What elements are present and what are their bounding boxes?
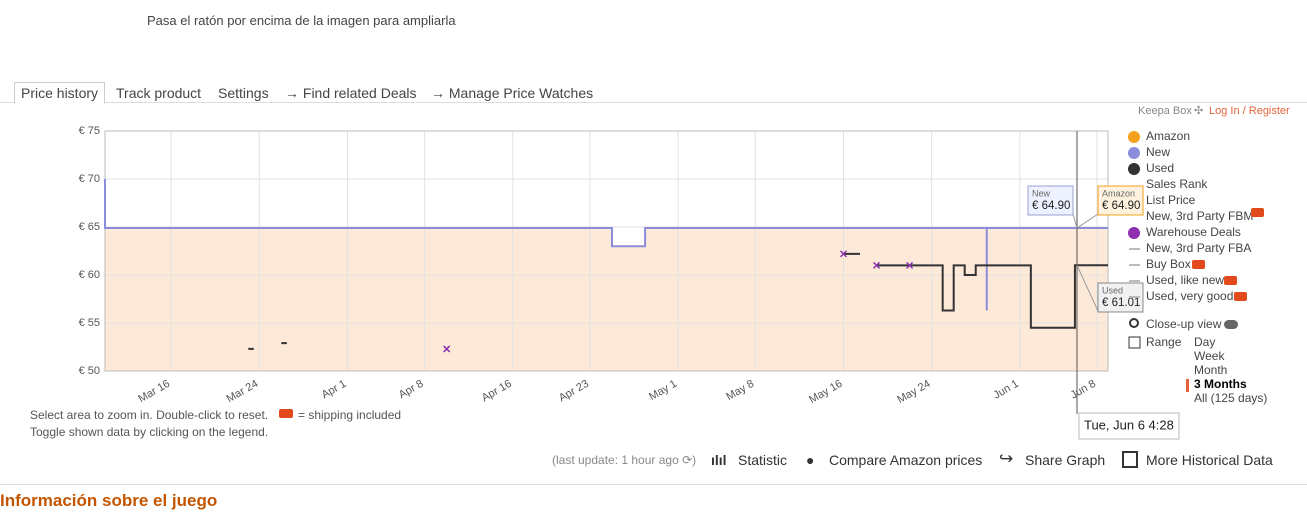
legend-label: Warehouse Deals xyxy=(1146,225,1241,239)
y-tick-label: € 75 xyxy=(79,125,100,137)
legend-dot xyxy=(1128,131,1140,143)
divider xyxy=(0,484,1307,485)
legend-label: Used, very good xyxy=(1146,289,1233,303)
x-tick-label: May 16 xyxy=(807,378,844,406)
x-tick-label: Apr 16 xyxy=(480,378,514,405)
x-tick-label: May 1 xyxy=(647,378,679,403)
y-tick-label: € 50 xyxy=(79,365,100,377)
y-tick-label: € 60 xyxy=(79,269,100,281)
legend-label: Used xyxy=(1146,161,1174,175)
section-title: Información sobre el juego xyxy=(0,491,218,510)
footer-link[interactable]: Compare Amazon prices xyxy=(829,452,983,468)
footer-link[interactable]: Share Graph xyxy=(1025,452,1106,468)
tab[interactable]: → Find related Deals xyxy=(285,85,417,101)
x-tick-label: Jun 8 xyxy=(1069,378,1098,402)
point xyxy=(906,261,914,269)
cursor-box xyxy=(1078,412,1180,440)
icon: ılıl xyxy=(711,452,727,468)
legend-label: Amazon xyxy=(1146,129,1190,143)
range-option[interactable]: Month xyxy=(1194,363,1227,377)
truck-icon xyxy=(1234,292,1247,301)
control-label: Range xyxy=(1146,335,1182,349)
note: Toggle shown data by clicking on the leg… xyxy=(30,425,269,439)
last-update-end: ) xyxy=(692,453,697,467)
icon: ● xyxy=(806,452,815,468)
x-tick-label: May 24 xyxy=(895,378,932,406)
tooltip-value: € 64.90 xyxy=(1102,200,1140,212)
plot-border xyxy=(104,130,1109,372)
last-update: (last update: 1 hour ago ⟳) xyxy=(552,453,697,467)
tab-divider xyxy=(0,102,1307,103)
footer-link[interactable]: More Historical Data xyxy=(1146,452,1273,468)
legend-label: List Price xyxy=(1146,193,1196,207)
icon: ✣ xyxy=(1194,105,1204,117)
point xyxy=(443,345,451,353)
last-update-text: (last update: 1 hour ago xyxy=(552,453,679,467)
tab[interactable]: → Manage Price Watches xyxy=(431,85,594,101)
note: = shipping included xyxy=(298,408,402,422)
tab[interactable]: Track product xyxy=(116,85,202,101)
point xyxy=(839,250,848,258)
truck-icon xyxy=(1192,260,1205,269)
hint: Pasa el ratón por encima de la imagen pa… xyxy=(147,13,456,28)
icon xyxy=(1129,318,1139,328)
legend-label: New, 3rd Party FBA xyxy=(1146,241,1251,255)
icon: ↪ xyxy=(999,449,1014,468)
point xyxy=(873,261,881,269)
icon xyxy=(1128,336,1141,349)
tooltip-box xyxy=(1027,185,1074,216)
truck-icon xyxy=(1251,208,1264,217)
legend-label: Buy Box xyxy=(1146,257,1191,271)
x-tick-label: Jun 1 xyxy=(991,378,1020,402)
tooltip-leader xyxy=(1076,265,1099,312)
tab[interactable]: Price history xyxy=(14,82,106,104)
truck-icon xyxy=(1224,276,1237,285)
tooltip-name: Used xyxy=(1102,285,1123,295)
range-option[interactable]: Day xyxy=(1194,335,1215,349)
price-line xyxy=(104,179,1108,311)
toggle xyxy=(1224,320,1238,329)
tooltip-leader xyxy=(1076,213,1099,229)
tooltip-name: Amazon xyxy=(1102,188,1135,198)
tooltip-value: € 64.90 xyxy=(1032,200,1070,212)
legend-label: New xyxy=(1146,145,1170,159)
x-tick-label: Mar 16 xyxy=(136,378,172,406)
x-tick-label: Apr 1 xyxy=(320,378,349,402)
y-tick-label: € 70 xyxy=(79,173,100,185)
tooltip-name: New xyxy=(1032,188,1051,198)
legend-label: Sales Rank xyxy=(1146,177,1208,191)
x-tick-label: Mar 24 xyxy=(225,378,261,406)
x-tick-label: May 8 xyxy=(724,378,756,403)
tooltip-leader xyxy=(1072,213,1078,229)
range-option[interactable]: Week xyxy=(1194,349,1225,363)
legend-label: Used, like new xyxy=(1146,273,1224,287)
tab[interactable]: Settings xyxy=(218,85,269,101)
tooltip-box xyxy=(1097,185,1144,216)
price-line xyxy=(248,252,1108,350)
range-option[interactable]: All (125 days) xyxy=(1194,391,1267,405)
legend-dot xyxy=(1128,227,1140,239)
x-tick-label: Apr 8 xyxy=(397,378,426,402)
icon xyxy=(1122,451,1138,468)
truck-icon xyxy=(279,409,293,418)
keepa-box: Keepa Box xyxy=(1138,105,1192,117)
cursor-label: Tue, Jun 6 4:28 xyxy=(1084,417,1174,432)
note: Select area to zoom in. Double-click to … xyxy=(30,408,269,422)
y-tick-label: € 55 xyxy=(79,317,100,329)
control-label: Close-up view xyxy=(1146,317,1222,331)
legend-label: New, 3rd Party FBM xyxy=(1146,209,1253,223)
legend-dot xyxy=(1128,147,1140,159)
login-link[interactable]: Log In / Register xyxy=(1209,105,1290,117)
tooltip-value: € 61.01 xyxy=(1102,297,1140,309)
footer-link[interactable]: Statistic xyxy=(738,452,788,468)
y-tick-label: € 65 xyxy=(79,221,100,233)
legend-dot xyxy=(1128,163,1140,175)
range-marker xyxy=(1186,379,1189,392)
x-tick-label: Apr 23 xyxy=(557,378,591,405)
range-option[interactable]: 3 Months xyxy=(1194,377,1247,391)
